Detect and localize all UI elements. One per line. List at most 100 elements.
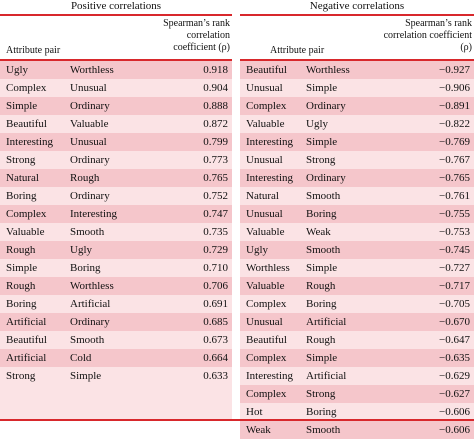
rho-value: −0.606 [439, 406, 470, 418]
positive-correlations-panel: Positive correlations Attribute pair Spe… [0, 0, 232, 403]
attribute-b: Ugly [70, 244, 92, 256]
table-row: Unusual Artificial −0.670 [240, 313, 474, 331]
attribute-b: Ugly [306, 118, 328, 130]
table-row: Interesting Simple −0.769 [240, 133, 474, 151]
rho-value: 0.729 [203, 244, 228, 256]
rho-value: 0.673 [203, 334, 228, 346]
table-row: Hot Boring −0.606 [240, 403, 474, 421]
rho-value: 0.765 [203, 172, 228, 184]
table-row: Beautiful Valuable 0.872 [0, 115, 232, 133]
table-row: Complex Boring −0.705 [240, 295, 474, 313]
rho-value: −0.627 [439, 388, 470, 400]
table-row: Complex Strong −0.627 [240, 385, 474, 403]
attribute-b: Worthless [306, 64, 350, 76]
attribute-a: Artificial [6, 352, 47, 364]
negative-correlations-panel: Negative correlations Attribute pair Spe… [240, 0, 474, 439]
rho-value: −0.765 [439, 172, 470, 184]
attribute-b: Simple [306, 136, 338, 148]
positive-header-coef-line: correlation [186, 30, 230, 41]
attribute-b: Smooth [70, 226, 105, 238]
negative-header-pair: Attribute pair [270, 45, 325, 56]
attribute-a: Interesting [6, 136, 54, 148]
attribute-a: Interesting [246, 172, 294, 184]
attribute-a: Beautiful [246, 334, 287, 346]
attribute-b: Boring [306, 298, 337, 310]
rho-value: −0.670 [439, 316, 470, 328]
attribute-a: Hot [246, 406, 263, 418]
negative-header: Attribute pair Spearman’s rank correlati… [240, 16, 474, 59]
positive-group-title: Positive correlations [70, 0, 162, 12]
attribute-a: Worthless [246, 262, 290, 274]
attribute-a: Interesting [246, 370, 294, 382]
table-row: Valuable Weak −0.753 [240, 223, 474, 241]
table-row: Complex Interesting 0.747 [0, 205, 232, 223]
rho-value: −0.705 [439, 298, 470, 310]
attribute-a: Valuable [246, 226, 285, 238]
attribute-b: Artificial [306, 316, 347, 328]
table-row: Strong Ordinary 0.773 [0, 151, 232, 169]
rho-value: −0.635 [439, 352, 470, 364]
rho-value: 0.918 [203, 64, 228, 76]
attribute-a: Beautiful [6, 334, 47, 346]
table-row: Valuable Smooth 0.735 [0, 223, 232, 241]
rho-value: 0.685 [203, 316, 228, 328]
rho-value: 0.710 [203, 262, 228, 274]
rho-value: −0.822 [439, 118, 470, 130]
table-row: Natural Rough 0.765 [0, 169, 232, 187]
positive-header: Attribute pair Spearman’s rank correlati… [0, 16, 232, 59]
table-row: Simple Ordinary 0.888 [0, 97, 232, 115]
positive-header-rule [0, 59, 232, 61]
attribute-a: Unusual [246, 316, 283, 328]
rho-value: 0.706 [203, 280, 228, 292]
attribute-b: Strong [306, 154, 336, 166]
attribute-b: Simple [306, 82, 338, 94]
attribute-a: Boring [6, 190, 37, 202]
attribute-b: Boring [70, 262, 101, 274]
attribute-a: Complex [246, 298, 287, 310]
positive-top-rule [0, 14, 232, 16]
attribute-a: Unusual [246, 208, 283, 220]
attribute-a: Complex [6, 208, 47, 220]
attribute-a: Complex [6, 82, 47, 94]
rho-value: −0.606 [439, 424, 470, 436]
table-row: Valuable Ugly −0.822 [240, 115, 474, 133]
table-row: Ugly Smooth −0.745 [240, 241, 474, 259]
attribute-b: Unusual [70, 136, 107, 148]
rho-value: −0.891 [439, 100, 470, 112]
table-row: Natural Smooth −0.761 [240, 187, 474, 205]
negative-header-coef-line: correlation coefficient [383, 30, 472, 41]
rho-value: 0.691 [203, 298, 228, 310]
attribute-a: Artificial [6, 316, 47, 328]
table-row: Interesting Ordinary −0.765 [240, 169, 474, 187]
attribute-b: Valuable [70, 118, 109, 130]
negative-header-coef-line: Spearman’s rank [405, 18, 472, 29]
attribute-a: Strong [6, 370, 36, 382]
table-row: Complex Unusual 0.904 [0, 79, 232, 97]
attribute-b: Rough [306, 280, 336, 292]
attribute-b: Weak [306, 226, 331, 238]
negative-group-title: Negative correlations [309, 0, 405, 12]
attribute-a: Ugly [246, 244, 268, 256]
rho-value: −0.629 [439, 370, 470, 382]
attribute-b: Simple [306, 352, 338, 364]
attribute-b: Cold [70, 352, 92, 364]
positive-header-coef-line: coefficient (ρ) [173, 42, 230, 53]
attribute-a: Ugly [6, 64, 28, 76]
rho-value: −0.727 [439, 262, 470, 274]
attribute-b: Rough [70, 172, 100, 184]
attribute-b: Smooth [306, 190, 341, 202]
attribute-a: Beautiful [6, 118, 47, 130]
table-row: Simple Boring 0.710 [0, 259, 232, 277]
rho-value: 0.799 [203, 136, 228, 148]
attribute-b: Ordinary [306, 100, 346, 112]
table-row: Interesting Artificial −0.629 [240, 367, 474, 385]
rho-value: −0.647 [439, 334, 470, 346]
negative-header-coefficient: Spearman’s rank correlation coefficient … [384, 18, 472, 54]
rho-value: 0.773 [203, 154, 228, 166]
table-row: Interesting Unusual 0.799 [0, 133, 232, 151]
rho-value: −0.769 [439, 136, 470, 148]
attribute-a: Natural [6, 172, 39, 184]
rho-value: 0.747 [203, 208, 228, 220]
attribute-a: Natural [246, 190, 279, 202]
table-row: Complex Simple −0.635 [240, 349, 474, 367]
